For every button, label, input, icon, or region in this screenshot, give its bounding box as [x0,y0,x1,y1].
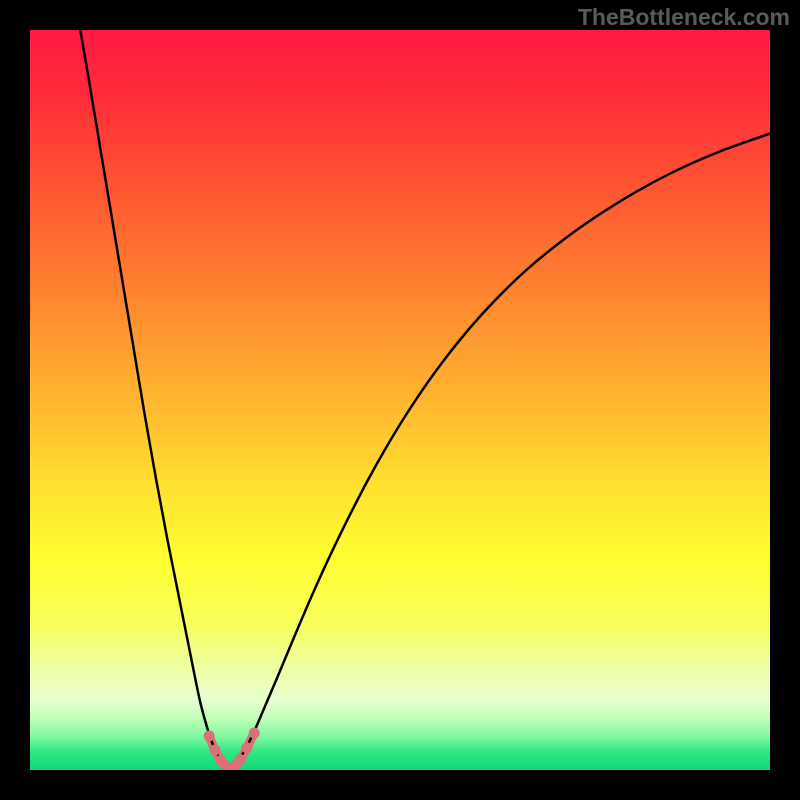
chart-canvas: TheBottleneck.com [0,0,800,800]
marker-dot [235,754,246,765]
marker-dot [210,745,221,756]
bottleneck-curve-chart [0,0,800,800]
marker-dot [204,730,215,741]
watermark-text: TheBottleneck.com [578,4,790,31]
marker-dot [241,742,252,753]
marker-dot [249,728,260,739]
